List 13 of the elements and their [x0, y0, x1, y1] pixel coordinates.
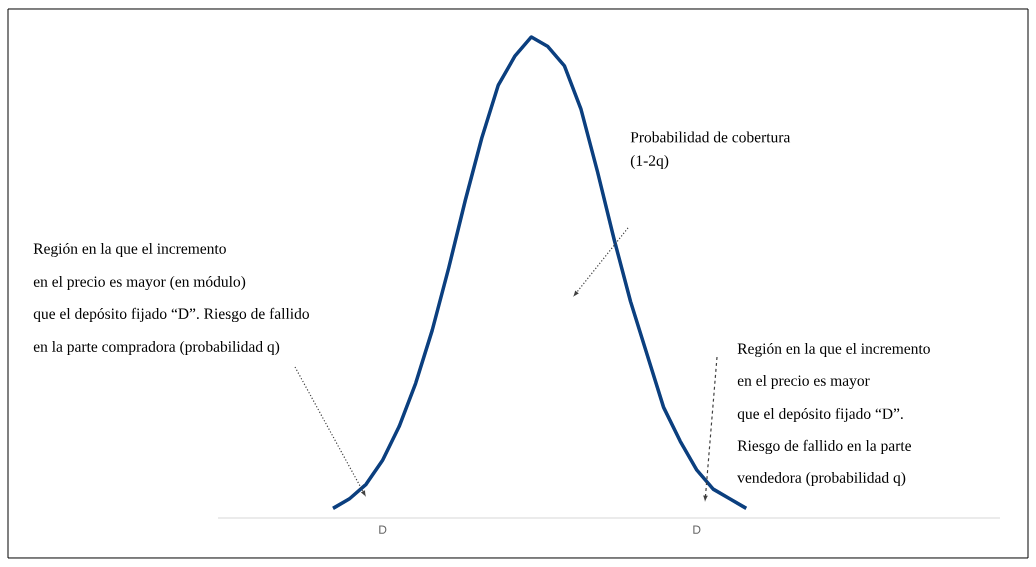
text: que el depósito fijado “D”. Riesgo de fallido	[33, 307, 309, 323]
x-tick-label: D	[693, 525, 701, 534]
annotation: Probabilidad de cobertura	[630, 131, 791, 143]
annotation: (1-2q)	[630, 154, 669, 170]
text: Región en la que el incremento	[33, 242, 226, 258]
text: en la parte compradora (probabilidad q)	[33, 340, 280, 356]
text: en el precio es mayor (en módulo)	[33, 275, 246, 291]
annotation: que el depósito fijado “D”.	[737, 407, 903, 423]
annotation: Región en la que el incremento	[737, 342, 930, 358]
x-tick-label: D	[379, 525, 387, 534]
annotation: Riesgo de fallido en la parte	[737, 439, 912, 455]
annotation: vendedora (probabilidad q)	[737, 471, 906, 487]
annotation: en el precio es mayor	[737, 374, 870, 390]
